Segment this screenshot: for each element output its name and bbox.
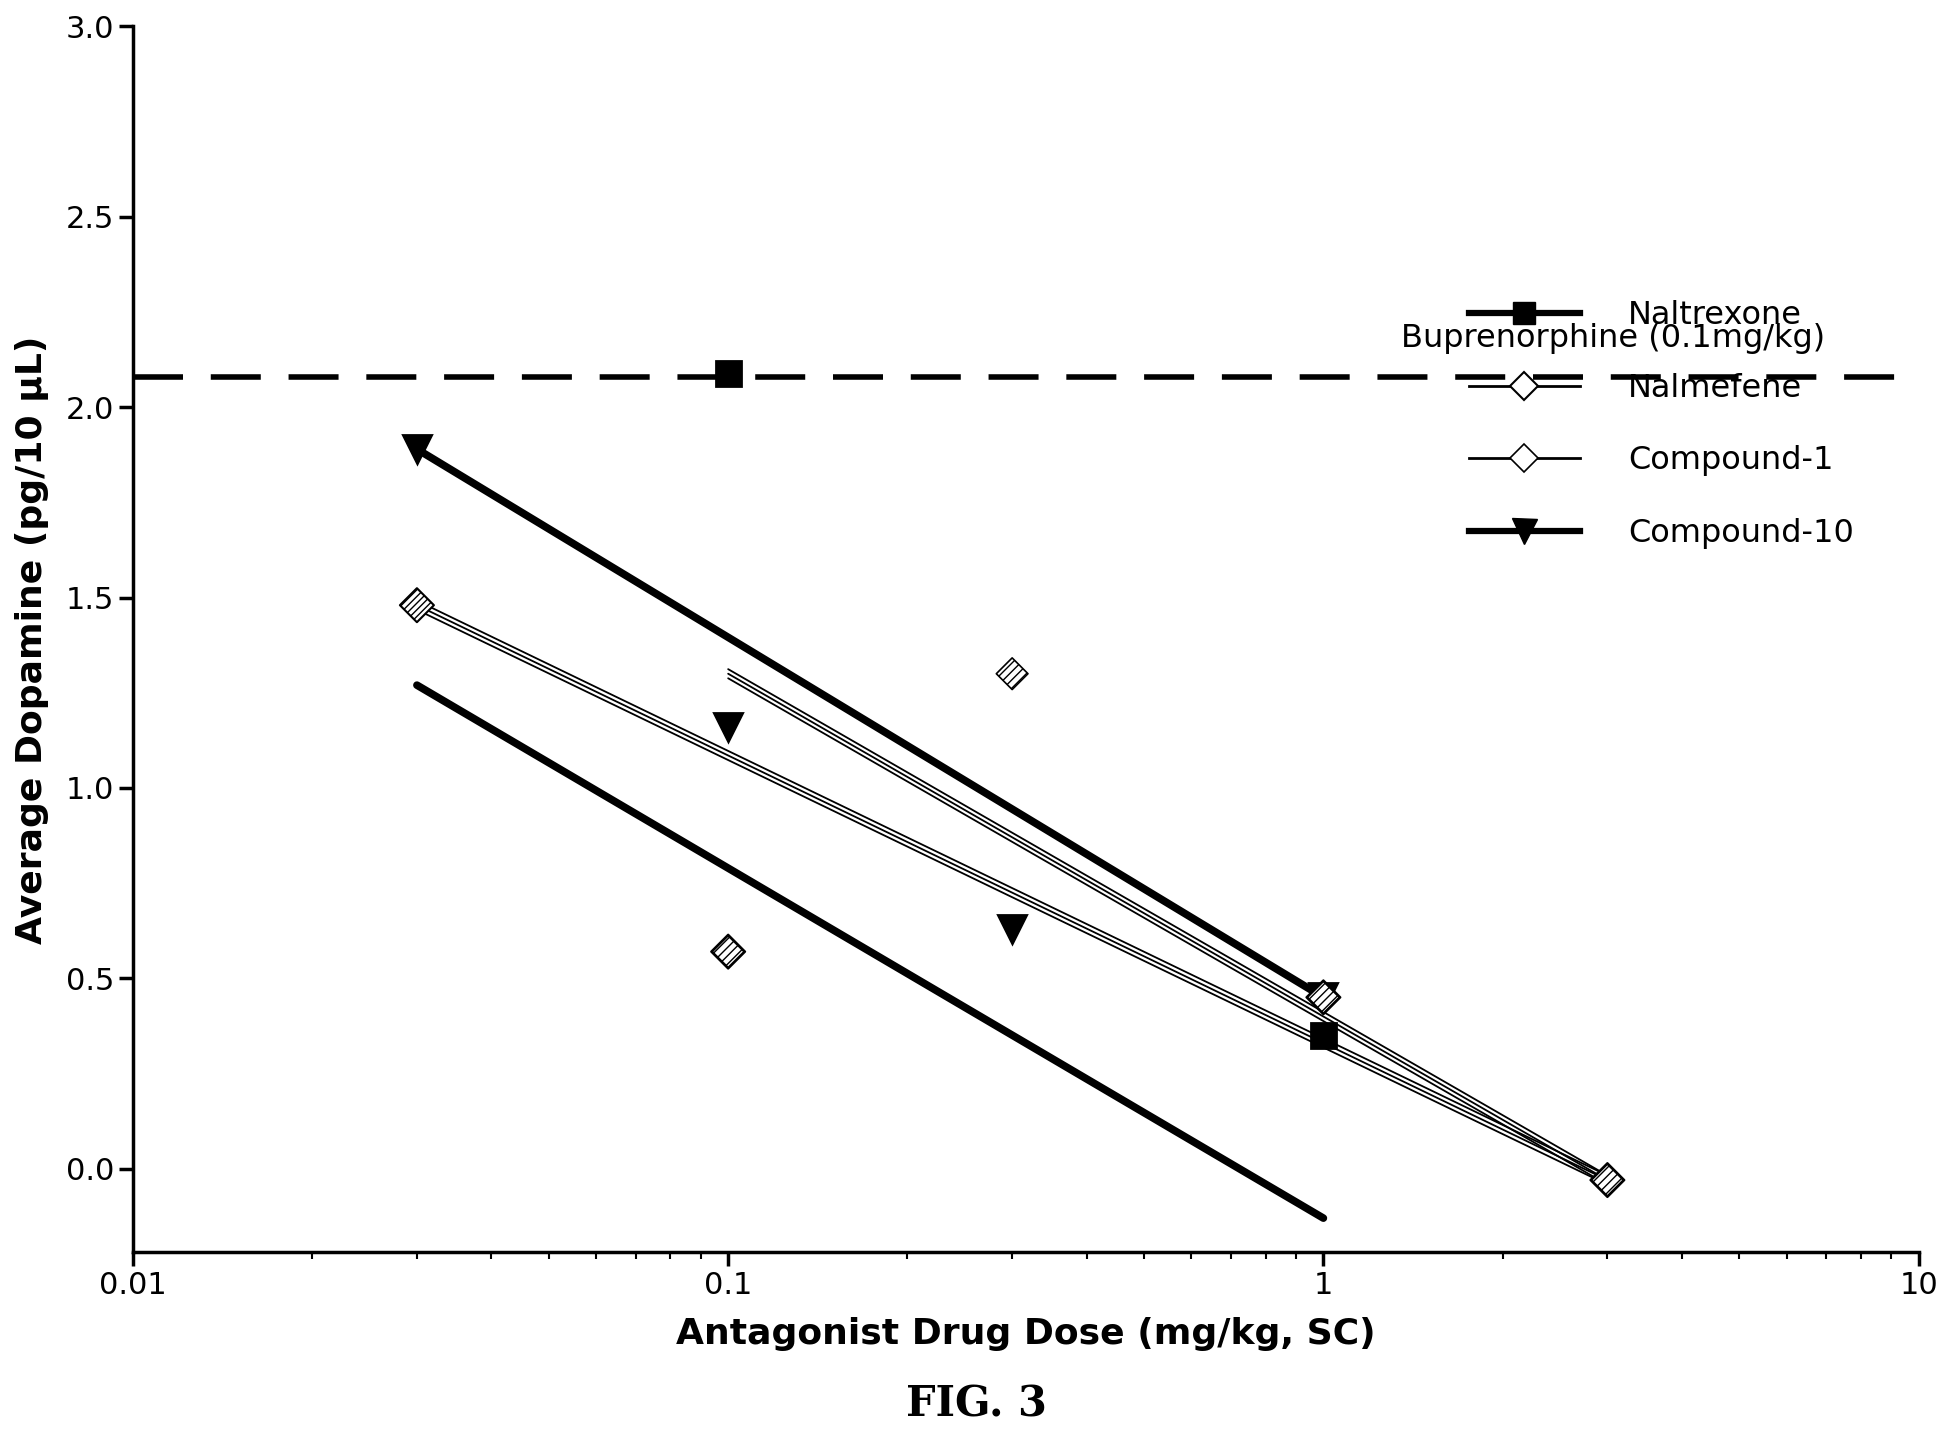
X-axis label: Antagonist Drug Dose (mg/kg, SC): Antagonist Drug Dose (mg/kg, SC)	[676, 1316, 1375, 1351]
Point	[400, 594, 432, 618]
Point	[996, 663, 1027, 686]
Legend: Naltrexone, Nalmefene, Compound-1, Compound-10: Naltrexone, Nalmefene, Compound-1, Compo…	[1455, 288, 1867, 562]
Point	[713, 940, 744, 963]
Point	[1309, 985, 1340, 1008]
Point	[1309, 985, 1340, 1008]
Point	[713, 940, 744, 963]
Point	[1592, 1168, 1623, 1191]
Text: FIG. 3: FIG. 3	[906, 1383, 1047, 1425]
Y-axis label: Average Dopamine (pg/10 μL): Average Dopamine (pg/10 μL)	[16, 336, 49, 943]
Text: Buprenorphine (0.1mg/kg): Buprenorphine (0.1mg/kg)	[1400, 323, 1826, 355]
Point	[1592, 1168, 1623, 1191]
